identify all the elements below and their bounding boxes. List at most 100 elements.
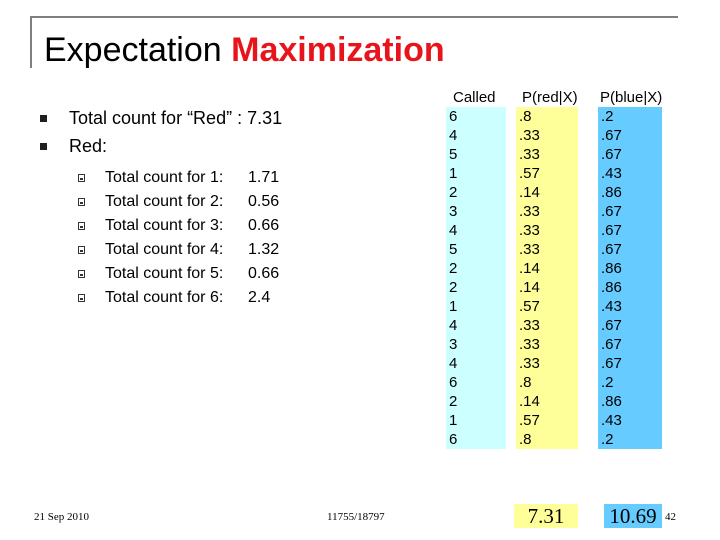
sum-red-value: 7.31 [527,504,565,528]
table-cell: 4 [446,221,506,240]
slide-title: Expectation Maximization [44,30,445,70]
table-cell: 5 [446,240,506,259]
table-cell: .14 [516,183,578,202]
table-cell: .33 [516,316,578,335]
table-cell: .57 [516,297,578,316]
p-blue-column: P(blue|X) .2.67.67.43.86.67.67.67.86.86.… [598,88,662,449]
sub-bullet-label: Total count for 3: [105,217,224,234]
table-cell: .43 [598,164,662,183]
table-cell: .2 [598,107,662,126]
table-cell: .8 [516,373,578,392]
footer-date: 21 Sep 2010 [34,511,89,523]
sub-bullet-item: Total count for 2: 0.56 [78,190,282,214]
sub-bullet-label: Total count for 1: [105,169,224,186]
table-cell: 4 [446,126,506,145]
hollow-square-bullet-icon [78,198,85,206]
sub-bullet-value: 0.66 [248,265,280,282]
p-red-column: P(red|X) .8.33.33.57.14.33.33.33.14.14.5… [516,88,578,449]
sub-bullet-value: 0.56 [248,193,280,210]
sub-bullet-value: 1.71 [248,169,280,186]
table-cell: 5 [446,145,506,164]
table-cell: .33 [516,221,578,240]
table-cell: .57 [516,164,578,183]
table-cell: .43 [598,297,662,316]
table-cell: .33 [516,354,578,373]
table-cell: 2 [446,259,506,278]
bullet-text: Red: [69,135,108,156]
table-cell: 6 [446,107,506,126]
table-cell: .57 [516,411,578,430]
table-cell: .67 [598,126,662,145]
title-plain: Expectation [44,31,232,69]
sub-bullet-value: 1.32 [248,241,280,258]
bullet-text: Total count for “Red” : 7.31 [69,107,283,128]
sub-bullet-item: Total count for 4: 1.32 [78,238,282,262]
frame-top-rule [30,16,678,18]
table-cell: 4 [446,316,506,335]
sub-bullet-label: Total count for 4: [105,241,224,258]
table-cell: .14 [516,278,578,297]
table-cell: .8 [516,107,578,126]
table-cell: 6 [446,430,506,449]
table-cell: .86 [598,392,662,411]
table-cell: .67 [598,354,662,373]
square-bullet-icon [40,142,47,150]
table-cell: 3 [446,335,506,354]
sum-blue-box: 10.69 [604,504,662,528]
title-accent: Maximization [231,31,445,69]
table-cell: .33 [516,202,578,221]
table-cell: .43 [598,411,662,430]
table-cell: 1 [446,297,506,316]
table-cell: .2 [598,373,662,392]
table-cell: 6 [446,373,506,392]
sub-bullet-value: 2.4 [248,289,271,306]
bullet-list: Total count for “Red” : 7.31 Red: Total … [40,104,282,310]
table-cell: .33 [516,126,578,145]
square-bullet-icon [40,114,47,122]
hollow-square-bullet-icon [78,222,85,230]
table-cell: .67 [598,240,662,259]
sub-bullet-list: Total count for 1: 1.71 Total count for … [78,166,282,310]
p-red-header: P(red|X) [522,89,578,106]
hollow-square-bullet-icon [78,246,85,254]
sum-red-box: 7.31 [514,504,578,528]
table-cell: .86 [598,183,662,202]
p-blue-header: P(blue|X) [600,89,663,106]
table-cell: .8 [516,430,578,449]
table-cell: .14 [516,259,578,278]
table-cell: .33 [516,335,578,354]
sub-bullet-label: Total count for 5: [105,265,224,282]
footer-course: 11755/18797 [327,511,385,523]
hollow-square-bullet-icon [78,294,85,302]
table-cell: 1 [446,164,506,183]
called-header: Called [453,89,496,106]
table-cell: .67 [598,202,662,221]
table-cell: .86 [598,278,662,297]
bullet-item: Red: [40,132,282,160]
hollow-square-bullet-icon [78,270,85,278]
sum-blue-value: 10.69 [609,504,657,528]
table-cell: 1 [446,411,506,430]
frame-left-rule [30,16,32,68]
table-cell: .2 [598,430,662,449]
sub-bullet-label: Total count for 6: [105,289,224,306]
table-cell: .67 [598,316,662,335]
table-cell: 4 [446,354,506,373]
table-cell: .33 [516,240,578,259]
table-cell: .14 [516,392,578,411]
table-cell: .33 [516,145,578,164]
page-number: 42 [665,511,676,523]
sub-bullet-item: Total count for 6: 2.4 [78,286,282,310]
table-cell: 3 [446,202,506,221]
sub-bullet-label: Total count for 2: [105,193,224,210]
table-cell: 2 [446,278,506,297]
sub-bullet-value: 0.66 [248,217,280,234]
sub-bullet-item: Total count for 3: 0.66 [78,214,282,238]
table-cell: .67 [598,145,662,164]
table-cell: .67 [598,221,662,240]
sub-bullet-item: Total count for 5: 0.66 [78,262,282,286]
hollow-square-bullet-icon [78,174,85,182]
sub-bullet-item: Total count for 1: 1.71 [78,166,282,190]
table-cell: 2 [446,392,506,411]
